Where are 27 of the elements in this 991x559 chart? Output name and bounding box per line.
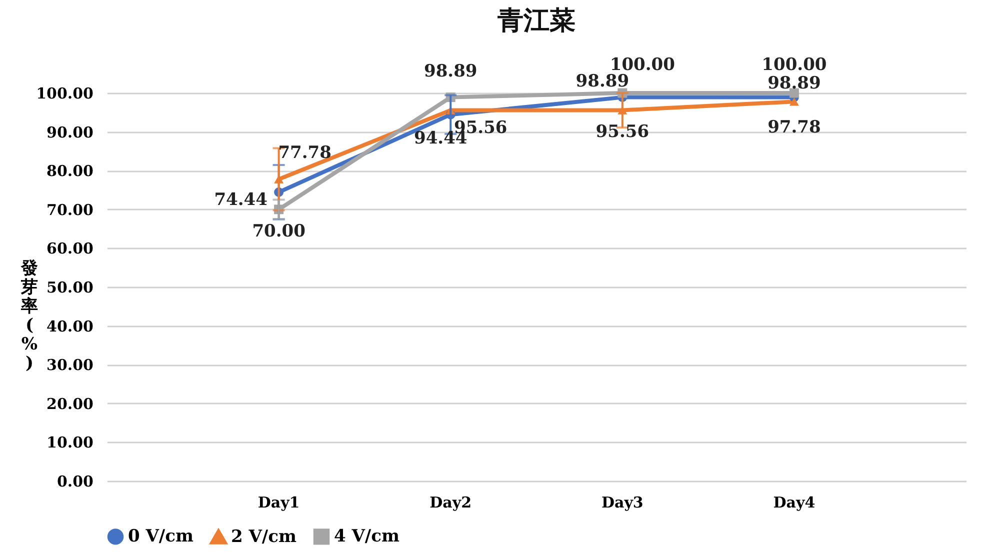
- data-label: 98.89: [424, 61, 478, 82]
- y-tick-label: 40.00: [46, 317, 94, 336]
- data-label: 98.89: [768, 73, 821, 94]
- data-label: 74.44: [214, 190, 268, 210]
- y-tick-label: 20.00: [46, 394, 94, 413]
- y-tick-label: 100.00: [36, 84, 94, 102]
- x-tick-label: Day2: [430, 494, 472, 512]
- y-tick-label: 50.00: [46, 278, 94, 296]
- x-tick-label: Day1: [258, 494, 300, 512]
- legend-label: 2 V/cm: [231, 527, 296, 548]
- y-tick-label: 10.00: [46, 434, 94, 452]
- legend-label: 0 V/cm: [128, 526, 194, 547]
- y-tick-label: 60.00: [46, 240, 94, 258]
- y-tick-label: 0.00: [56, 472, 94, 490]
- y-axis-title: 發芽率(%): [20, 258, 38, 374]
- y-tick-label: 30.00: [46, 356, 94, 374]
- data-label: 97.78: [768, 118, 821, 138]
- data-label: 95.56: [596, 122, 650, 142]
- data-label: 100.00: [762, 55, 827, 75]
- data-label: 70.00: [252, 221, 306, 242]
- x-tick-label: Day3: [601, 494, 644, 512]
- x-tick-label: Day4: [773, 494, 816, 512]
- y-tick-label: 70.00: [46, 200, 94, 219]
- y-tick-label: 90.00: [46, 123, 94, 142]
- y-tick-label: 80.00: [46, 162, 94, 180]
- chart-title: 青江菜: [496, 6, 576, 36]
- legend-label: 4 V/cm: [334, 526, 400, 547]
